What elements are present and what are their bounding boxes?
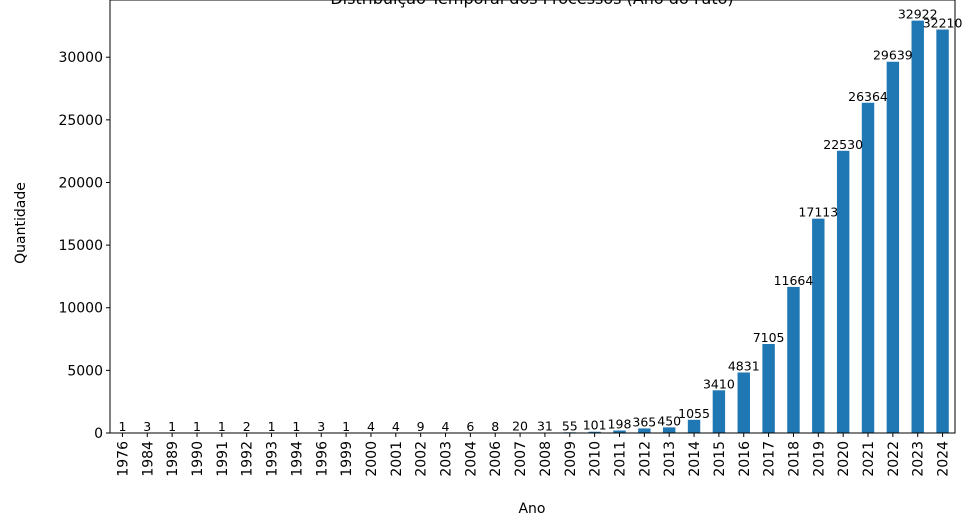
bar-labels-layer: 1 3 1 1 1 2 1 1 3 1 4 4 9 4 6 8 20 31 55 101 198 365 450105534… (118, 7, 962, 434)
x-tick-label: 1990 (190, 441, 206, 477)
bar-value-label: 1 (342, 419, 350, 434)
x-tick-label: 2021 (861, 441, 877, 477)
x-tick-label: 2009 (563, 441, 579, 477)
bar-value-label: 1 (218, 419, 226, 434)
bar-value-label: 32210 (923, 16, 963, 31)
y-tick-label: 5000 (67, 363, 103, 379)
bar-2013 (662, 427, 676, 433)
bar-value-label: 1 (118, 419, 126, 434)
bar-value-label: 22530 (823, 137, 863, 152)
bar-2020 (836, 150, 850, 433)
bar-value-label: 32922 (898, 7, 938, 22)
bar-value-label: 4 (367, 419, 375, 434)
x-tick-label: 2012 (637, 441, 653, 477)
x-axis-label: Ano (518, 501, 545, 516)
bar-value-label: 20 (512, 419, 528, 434)
bar-2024 (936, 29, 949, 434)
bar-value-label: 101 (583, 418, 607, 433)
y-axis-label: Quantidade (13, 182, 29, 264)
bar-2021 (861, 102, 875, 433)
x-tick-label: 2001 (389, 441, 405, 477)
x-tick-label: 2019 (811, 441, 827, 477)
x-tick-label: 2008 (538, 441, 554, 477)
bar-value-label: 17113 (798, 205, 838, 220)
bar-value-label: 1 (292, 419, 300, 434)
bar-value-label: 11664 (774, 273, 814, 288)
bar-2011 (613, 430, 626, 433)
bars-layer (116, 20, 949, 434)
y-tick-label: 30000 (58, 50, 103, 66)
bar-value-label: 1 (268, 419, 276, 434)
bar-2012 (638, 428, 651, 433)
x-tick-label: 2016 (737, 441, 753, 477)
bar-value-label: 7105 (753, 330, 785, 345)
y-tick-label: 20000 (58, 175, 103, 191)
bar-value-label: 4 (442, 419, 450, 434)
x-tick-label: 2006 (488, 441, 504, 477)
x-tick-label: 2003 (439, 441, 455, 477)
plot-frame (109, 0, 956, 434)
x-tick-label: 2004 (463, 441, 479, 477)
x-tick-label: 1999 (339, 441, 355, 477)
chart-title: Distribuição Temporal dos Processos (Ano… (330, 0, 733, 8)
x-tick-label: 2020 (836, 441, 852, 477)
x-tick-label: 2017 (762, 441, 778, 477)
bar-value-label: 29639 (873, 48, 913, 63)
y-tick-label: 25000 (58, 113, 103, 129)
x-tick-label: 2018 (786, 441, 802, 477)
x-tick-label: 2013 (662, 441, 678, 477)
x-tick-label: 1992 (240, 441, 256, 477)
x-tick-label: 2010 (588, 441, 604, 477)
y-tick-label: 0 (94, 426, 103, 442)
y-ticks-layer: 0 5000 10000 15000 20000 25000 30000 (58, 50, 110, 442)
bar-value-label: 26364 (848, 89, 888, 104)
x-tick-label: 2023 (911, 441, 927, 477)
bar-2010 (588, 431, 601, 433)
bar-value-label: 1 (193, 419, 201, 434)
bar-2017 (762, 344, 775, 433)
x-tick-label: 1994 (289, 441, 305, 477)
bar-2019 (812, 218, 825, 433)
bar-value-label: 2 (243, 419, 251, 434)
x-tick-label: 1991 (215, 441, 231, 477)
bar-2016 (737, 372, 750, 433)
x-tick-label: 1993 (265, 441, 281, 477)
bar-value-label: 31 (537, 419, 553, 434)
x-tick-label: 1989 (165, 441, 181, 477)
bar-value-label: 4831 (728, 358, 760, 373)
bar-value-label: 1055 (678, 406, 710, 421)
bar-value-label: 365 (632, 414, 656, 429)
bar-value-label: 4 (392, 419, 400, 434)
bar-value-label: 8 (491, 419, 499, 434)
bar-value-label: 450 (657, 413, 681, 428)
x-tick-label: 1976 (115, 441, 131, 477)
bar-2022 (886, 61, 900, 433)
x-tick-label: 2011 (612, 441, 628, 477)
x-tick-label: 2002 (414, 441, 430, 477)
y-tick-label: 10000 (58, 301, 103, 317)
bar-value-label: 6 (466, 419, 474, 434)
bar-value-label: 9 (417, 419, 425, 434)
x-ticks-layer: 1976 1984 1989 1990 1991 1992 1993 1994 1996 1999… (115, 433, 952, 477)
x-tick-label: 2007 (513, 441, 529, 477)
x-tick-label: 2022 (886, 441, 902, 477)
y-tick-label: 15000 (58, 238, 103, 254)
x-tick-label: 2015 (712, 441, 728, 477)
bar-value-label: 198 (608, 417, 632, 432)
bar-value-label: 3410 (703, 376, 735, 391)
bar-value-label: 3 (317, 419, 325, 434)
x-tick-label: 1984 (140, 441, 156, 477)
x-tick-label: 1996 (314, 441, 330, 477)
bar-2023 (911, 20, 924, 433)
bar-value-label: 3 (143, 419, 151, 434)
bar-2014 (687, 419, 701, 433)
x-tick-label: 2024 (936, 441, 952, 477)
bar-2015 (712, 390, 726, 433)
bar-value-label: 55 (562, 418, 578, 433)
bar-2018 (787, 286, 800, 433)
x-tick-label: 2000 (364, 441, 380, 477)
bar-value-label: 1 (168, 419, 176, 434)
x-tick-label: 2014 (687, 441, 703, 477)
